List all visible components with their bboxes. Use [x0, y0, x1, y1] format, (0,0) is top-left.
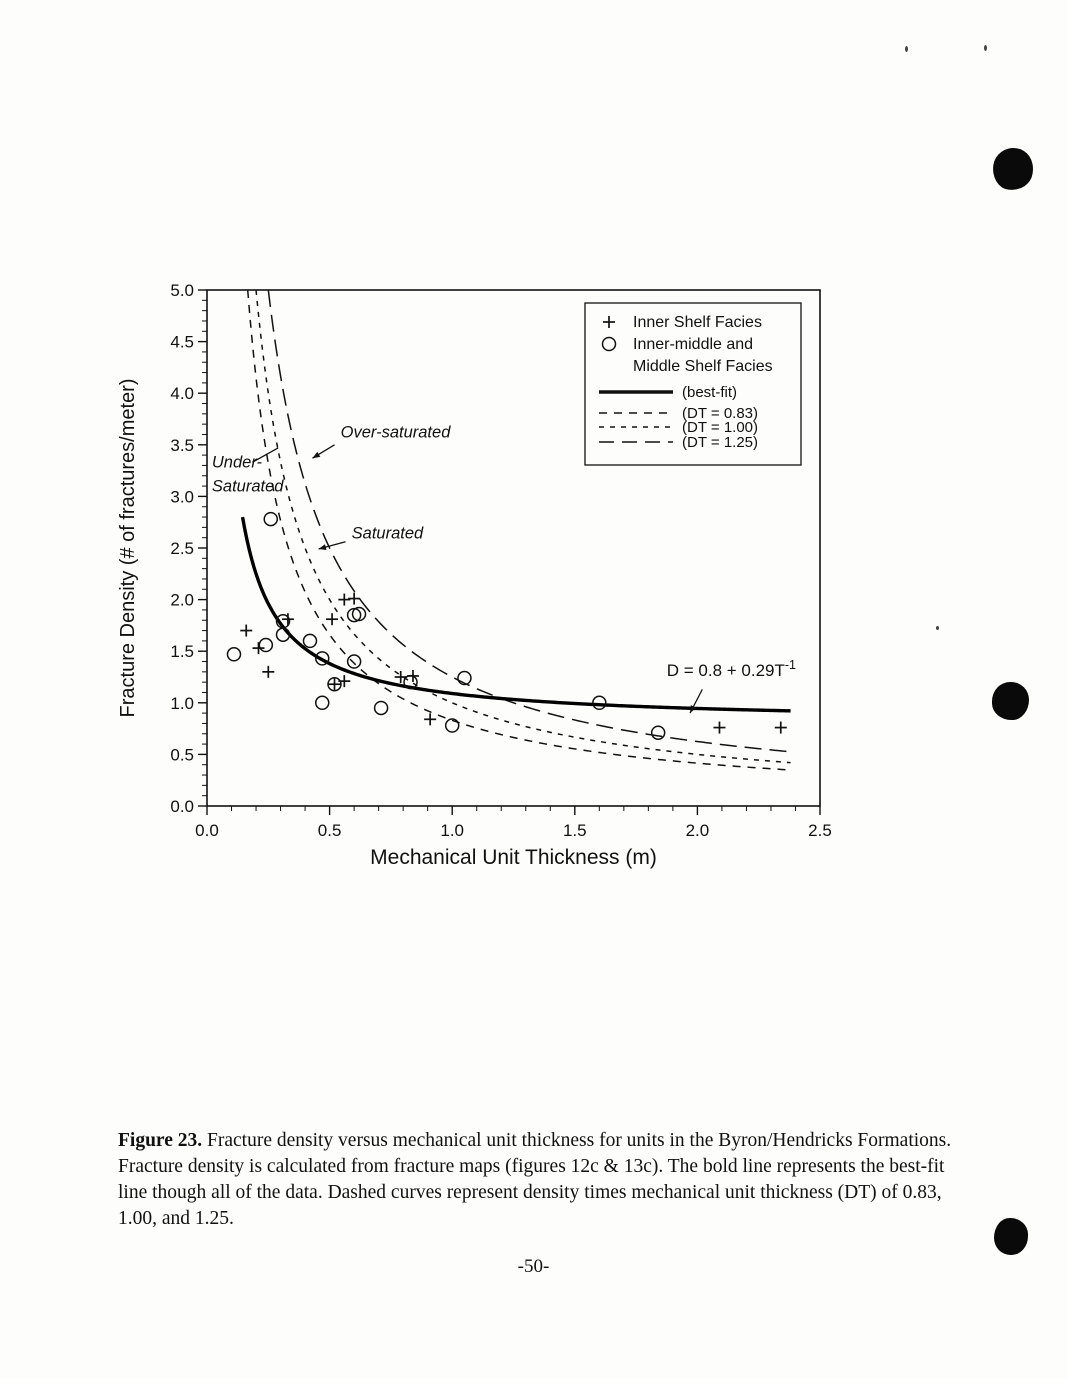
svg-text:0.0: 0.0	[195, 821, 219, 840]
ink-blob	[992, 682, 1029, 720]
dt-curves	[246, 290, 791, 771]
x-axis: 0.0 0.5 1.0 1.5 2.0 2.5	[195, 806, 832, 840]
scan-speck	[936, 626, 939, 630]
svg-text:1.5: 1.5	[563, 821, 587, 840]
figure-caption-number: Figure 23.	[118, 1130, 203, 1151]
svg-text:0.0: 0.0	[170, 797, 194, 816]
svg-text:0.5: 0.5	[318, 821, 342, 840]
svg-text:(DT = 1.25): (DT = 1.25)	[682, 434, 758, 451]
page-number: -50-	[517, 1256, 550, 1277]
y-axis: 0.0 0.5 1.0 1.5 2.0 2.5 3.0 3.5 4.0 4.5 5.0	[170, 281, 207, 816]
svg-text:5.0: 5.0	[170, 281, 194, 300]
annotations: Over-saturated Under- Saturated Saturated D …	[212, 424, 796, 714]
svg-text:Under-: Under-	[212, 454, 263, 472]
x-axis-title: Mechanical Unit Thickness (m)	[370, 846, 657, 869]
svg-text:Saturated: Saturated	[212, 478, 284, 496]
svg-text:3.5: 3.5	[170, 436, 194, 455]
svg-text:1.5: 1.5	[170, 642, 194, 661]
figure-caption-text: Fracture density versus mechanical unit …	[118, 1130, 952, 1229]
svg-text:4.5: 4.5	[170, 333, 194, 352]
figure-23: 0.0 0.5 1.0 1.5 2.0 2.5 0.0 0.5 1.0 1.5 2.0 2.5 3.0 3…	[90, 255, 870, 915]
svg-text:(DT = 1.00): (DT = 1.00)	[682, 419, 758, 436]
svg-text:1.0: 1.0	[440, 821, 464, 840]
scan-speck	[984, 45, 987, 51]
svg-text:2.0: 2.0	[686, 821, 710, 840]
svg-text:3.0: 3.0	[170, 487, 194, 506]
svg-text:D = 0.8 + 0.29T-1: D = 0.8 + 0.29T-1	[667, 658, 796, 680]
svg-text:(DT = 0.83): (DT = 0.83)	[682, 405, 758, 422]
y-axis-title: Fracture Density (# of fractures/meter)	[117, 379, 139, 718]
svg-text:0.5: 0.5	[170, 745, 194, 764]
scan-speck	[905, 46, 908, 52]
svg-text:2.5: 2.5	[170, 539, 194, 558]
fracture-density-chart: 0.0 0.5 1.0 1.5 2.0 2.5 0.0 0.5 1.0 1.5 2.0 2.5 3.0 3…	[117, 281, 832, 869]
svg-text:(best-fit): (best-fit)	[682, 384, 737, 401]
svg-text:Inner Shelf Facies: Inner Shelf Facies	[633, 314, 762, 331]
series-middle-shelf	[226, 511, 666, 740]
svg-text:Inner-middle and: Inner-middle and	[633, 336, 753, 353]
bestfit-curve	[240, 516, 791, 713]
svg-text:Over-saturated: Over-saturated	[341, 424, 452, 442]
legend: Inner Shelf Facies Inner-middle and Middle…	[584, 302, 802, 466]
svg-text:4.0: 4.0	[170, 384, 194, 403]
ink-blob	[990, 145, 1036, 193]
ink-blob	[994, 1218, 1028, 1255]
svg-text:1.0: 1.0	[170, 694, 194, 713]
svg-text:Middle Shelf Facies: Middle Shelf Facies	[633, 358, 773, 375]
svg-text:2.5: 2.5	[808, 821, 832, 840]
figure-caption: Figure 23. Fracture density versus mecha…	[118, 1128, 954, 1232]
svg-text:2.0: 2.0	[170, 591, 194, 610]
svg-text:Saturated: Saturated	[352, 525, 424, 543]
